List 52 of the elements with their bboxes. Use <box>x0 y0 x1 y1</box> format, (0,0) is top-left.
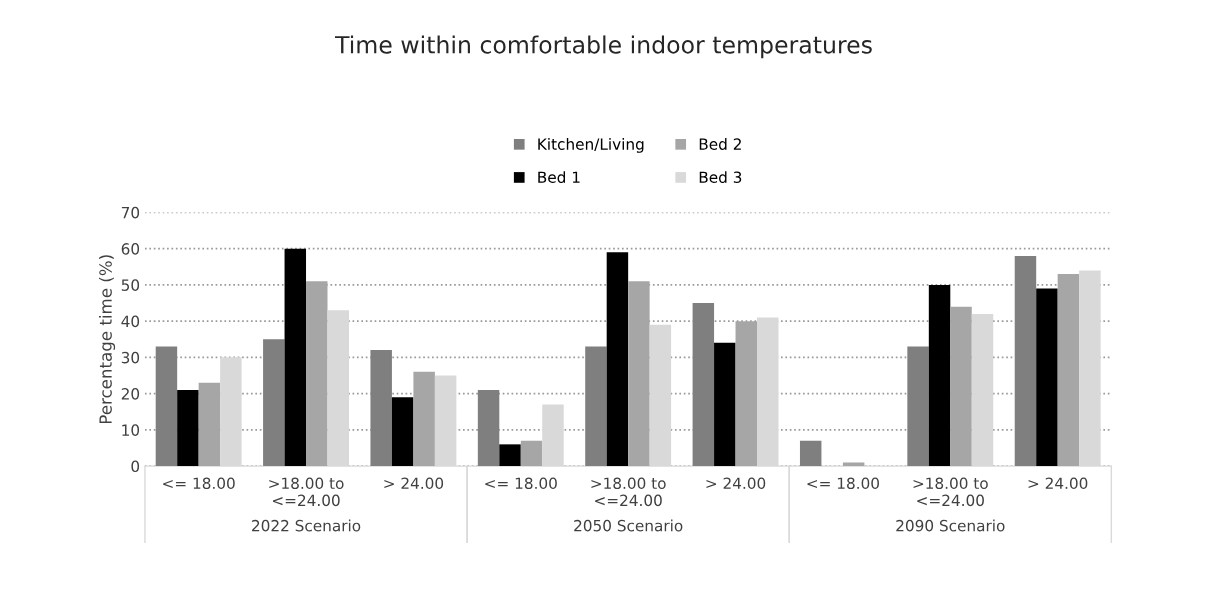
y-tick-label: 20 <box>121 388 140 400</box>
y-tick-label: 60 <box>121 243 140 255</box>
x-tick-label: > 24.00 <box>384 477 444 490</box>
y-tick-label: 70 <box>121 206 140 219</box>
bar <box>842 462 865 467</box>
y-tick-label: 10 <box>122 424 140 436</box>
bar <box>499 444 521 467</box>
chart-title: Time within comfortable indoor temperatures <box>334 35 872 59</box>
x-tick-label: > 24.00 <box>706 477 766 490</box>
bar <box>198 382 221 467</box>
y-axis-title: Percentage time (%) <box>98 255 116 424</box>
y-tick-label: 0 <box>131 460 140 473</box>
bar <box>520 440 543 467</box>
text: 2022 Scenario <box>252 519 361 532</box>
bar <box>907 346 929 467</box>
bar <box>628 281 650 467</box>
x-tick-label: <= 18.00 <box>163 477 235 490</box>
bar <box>306 281 328 467</box>
legend-label: Bed 1 <box>538 171 580 183</box>
x-tick-label: >18.00 to <=24.00 <box>913 477 988 507</box>
bar <box>477 389 500 467</box>
legend-label: Kitchen/Living <box>538 138 644 153</box>
text: 2050 Scenario <box>574 519 683 532</box>
bar <box>1036 288 1058 467</box>
bar <box>263 339 285 467</box>
bar <box>928 284 951 467</box>
y-tick-label: 40 <box>121 315 140 328</box>
bar <box>284 248 307 467</box>
bar <box>692 303 715 467</box>
y-tick-label: 50 <box>121 279 140 291</box>
bar <box>1014 255 1037 467</box>
bar <box>1057 274 1080 467</box>
bar <box>370 350 392 467</box>
text: 2090 Scenario <box>896 519 1005 532</box>
bar <box>413 371 435 467</box>
bar <box>177 389 199 467</box>
bar <box>391 397 414 467</box>
x-tick-label: <= 18.00 <box>485 477 557 490</box>
x-tick-label: >18.00 to <=24.00 <box>269 477 344 507</box>
x-tick-label: > 24.00 <box>1028 477 1088 490</box>
bar <box>950 306 972 467</box>
legend-label: Bed 2 <box>699 138 741 150</box>
bar <box>155 346 178 467</box>
y-tick-label: 30 <box>121 351 140 364</box>
bar <box>606 252 629 467</box>
bar <box>799 440 822 467</box>
x-tick-label: >18.00 to <=24.00 <box>591 477 666 507</box>
legend-label: Bed 3 <box>699 171 742 183</box>
bar <box>714 342 736 467</box>
bar <box>735 321 758 467</box>
bar <box>585 346 607 467</box>
x-tick-label: <= 18.00 <box>807 477 879 490</box>
